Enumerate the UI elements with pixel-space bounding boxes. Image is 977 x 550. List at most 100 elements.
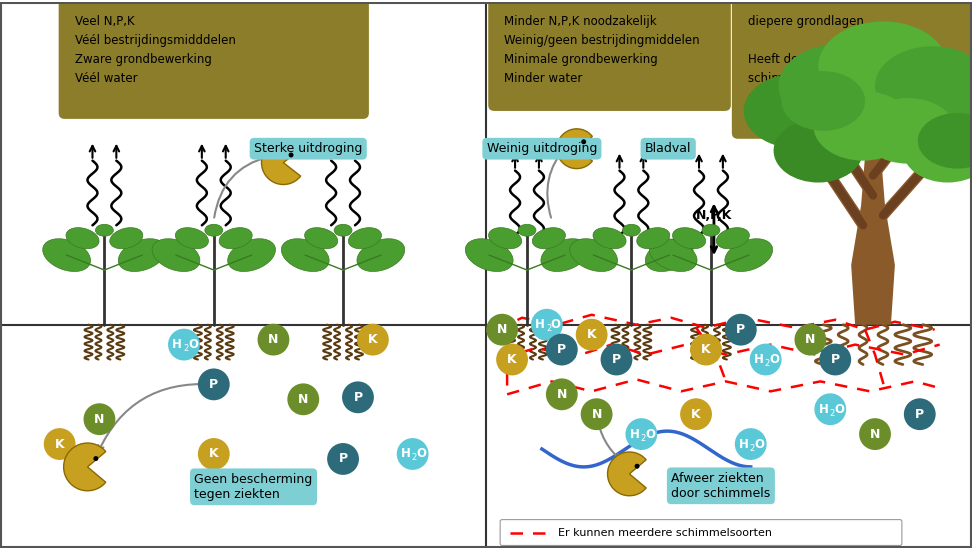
Ellipse shape [621, 224, 640, 236]
Ellipse shape [672, 228, 704, 249]
Circle shape [342, 381, 373, 413]
Text: P: P [353, 391, 362, 404]
Text: Bladval: Bladval [644, 142, 691, 155]
Text: Minder N,P,K noodzakelijk
Weinig/geen bestrijdingmiddelen
Minimale grondbewerkin: Minder N,P,K noodzakelijk Weinig/geen be… [503, 15, 699, 85]
Text: P: P [914, 408, 923, 421]
Circle shape [580, 139, 585, 144]
Text: O: O [754, 438, 764, 450]
Ellipse shape [531, 228, 565, 249]
Ellipse shape [540, 239, 588, 272]
Ellipse shape [357, 239, 404, 272]
Text: Sterke uitdroging: Sterke uitdroging [254, 142, 362, 155]
Ellipse shape [781, 71, 865, 131]
Text: K: K [367, 333, 377, 346]
Text: 2: 2 [764, 359, 769, 368]
FancyBboxPatch shape [488, 0, 730, 111]
Text: O: O [188, 338, 197, 351]
Ellipse shape [228, 239, 276, 272]
Wedge shape [64, 443, 106, 491]
Text: K: K [701, 343, 710, 356]
Circle shape [397, 438, 428, 470]
Text: P: P [736, 323, 744, 336]
Ellipse shape [65, 228, 99, 249]
Circle shape [326, 443, 359, 475]
Text: diepere grondlagen

Heeft de capaciteit om via
schimmels diep H₂O op te
pompen n: diepere grondlagen Heeft de capaciteit o… [747, 15, 929, 105]
Text: K: K [586, 328, 596, 341]
Circle shape [690, 334, 721, 366]
Ellipse shape [348, 228, 381, 249]
Ellipse shape [902, 119, 977, 183]
Text: H: H [818, 403, 828, 416]
Text: H: H [753, 353, 763, 366]
Ellipse shape [592, 228, 625, 249]
Ellipse shape [109, 228, 143, 249]
Ellipse shape [874, 46, 977, 126]
Circle shape [197, 368, 230, 400]
Text: N: N [591, 408, 601, 421]
Ellipse shape [175, 228, 208, 249]
Text: K: K [209, 448, 219, 460]
Ellipse shape [916, 81, 977, 151]
Ellipse shape [96, 224, 113, 236]
Text: O: O [769, 353, 779, 366]
Text: N: N [94, 412, 105, 426]
Circle shape [257, 324, 289, 355]
Circle shape [287, 383, 319, 415]
Text: 2: 2 [640, 433, 645, 443]
Circle shape [749, 344, 781, 376]
Text: N: N [268, 333, 278, 346]
Text: H: H [534, 318, 544, 331]
Text: Afweer ziekten
door schimmels: Afweer ziekten door schimmels [670, 472, 770, 500]
Text: N: N [556, 388, 567, 401]
Circle shape [357, 324, 389, 355]
Circle shape [93, 456, 99, 461]
Circle shape [288, 152, 293, 157]
Text: O: O [645, 427, 655, 441]
Text: 2: 2 [545, 324, 551, 333]
Text: P: P [829, 353, 839, 366]
Text: N: N [804, 333, 815, 346]
Text: H: H [629, 427, 639, 441]
Text: Veel N,P,K
Véél bestrijdingsmidddelen
Zware grondbewerking
Véél water: Veel N,P,K Véél bestrijdingsmidddelen Zw… [74, 15, 235, 85]
Ellipse shape [724, 239, 772, 272]
Ellipse shape [204, 224, 223, 236]
Text: 2: 2 [828, 409, 833, 417]
Text: 2: 2 [183, 344, 188, 353]
Text: H: H [738, 438, 748, 450]
Circle shape [168, 329, 199, 360]
Ellipse shape [813, 91, 912, 161]
Circle shape [580, 398, 612, 430]
Circle shape [545, 334, 577, 366]
Circle shape [679, 398, 711, 430]
Text: N,P,K: N,P,K [695, 209, 732, 222]
Circle shape [486, 314, 518, 345]
Ellipse shape [219, 228, 252, 249]
Circle shape [903, 398, 935, 430]
Circle shape [814, 393, 845, 425]
Circle shape [575, 319, 607, 350]
Ellipse shape [649, 239, 697, 272]
Text: N: N [496, 323, 507, 336]
Text: O: O [550, 318, 560, 331]
Ellipse shape [518, 224, 535, 236]
Ellipse shape [715, 228, 748, 249]
Circle shape [600, 344, 632, 376]
Circle shape [793, 324, 826, 355]
Text: K: K [507, 353, 517, 366]
Text: N: N [869, 427, 879, 441]
Circle shape [531, 309, 562, 340]
Ellipse shape [118, 239, 166, 272]
Text: O: O [833, 403, 843, 416]
Circle shape [724, 314, 756, 345]
Wedge shape [261, 141, 300, 184]
Text: N: N [298, 393, 308, 406]
Ellipse shape [281, 239, 329, 272]
Circle shape [734, 428, 766, 460]
Text: P: P [209, 378, 218, 391]
Circle shape [625, 418, 657, 450]
Circle shape [819, 344, 850, 376]
Text: H: H [401, 448, 410, 460]
FancyBboxPatch shape [59, 0, 368, 119]
FancyBboxPatch shape [499, 520, 901, 546]
Text: P: P [557, 343, 566, 356]
